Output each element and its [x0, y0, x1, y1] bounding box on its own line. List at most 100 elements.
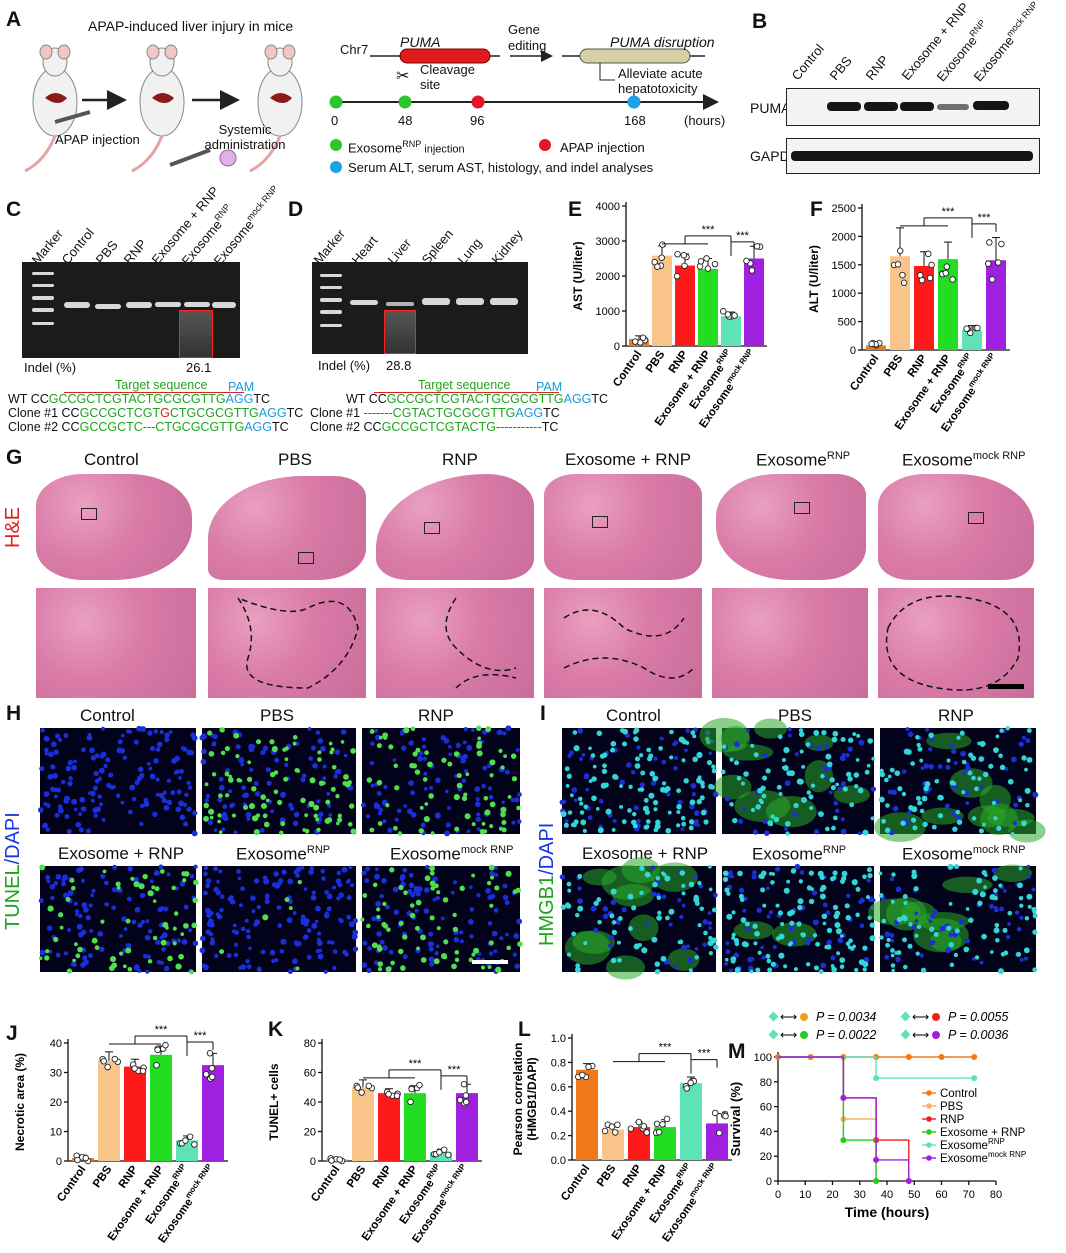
positive-nucleus: [830, 785, 836, 791]
dapi-nucleus: [945, 947, 952, 954]
dapi-nucleus: [598, 798, 604, 804]
dapi-nucleus: [46, 879, 51, 884]
positive-nucleus: [172, 926, 177, 931]
positive-nucleus: [453, 794, 460, 801]
positive-nucleus: [1024, 767, 1028, 772]
positive-nucleus: [694, 901, 700, 906]
dapi-nucleus: [63, 951, 69, 956]
dapi-nucleus: [469, 885, 473, 890]
positive-nucleus: [284, 897, 290, 903]
marker-band: [32, 322, 54, 325]
marker-band: [320, 274, 342, 277]
puma-gene-label: PUMA: [400, 34, 441, 50]
positive-nucleus: [733, 937, 740, 944]
dapi-nucleus: [517, 792, 522, 797]
positive-nucleus: [910, 761, 915, 766]
dapi-nucleus: [489, 893, 496, 899]
positive-nucleus: [999, 764, 1006, 771]
dapi-nucleus: [274, 958, 279, 963]
positive-nucleus: [998, 753, 1003, 759]
syringe-icon: [54, 110, 237, 167]
dapi-nucleus: [203, 890, 208, 896]
positive-nucleus: [175, 963, 182, 970]
dapi-nucleus: [71, 798, 78, 805]
bar: [744, 258, 764, 346]
data-point: [986, 239, 993, 246]
data-point: [365, 1082, 373, 1090]
panel-label-m: M: [728, 1040, 746, 1063]
data-point: [456, 1096, 464, 1104]
dapi-nucleus: [89, 747, 95, 754]
dapi-nucleus: [376, 790, 382, 796]
positive-nucleus: [488, 864, 495, 871]
positive-nucleus: [946, 758, 951, 763]
dapi-nucleus: [173, 770, 179, 775]
positive-nucleus: [948, 901, 953, 906]
positive-nucleus: [65, 896, 71, 902]
dapi-nucleus: [253, 878, 260, 884]
positive-nucleus: [923, 785, 929, 792]
dapi-nucleus: [920, 766, 925, 771]
scale-bar: [472, 960, 508, 964]
positive-nucleus: [831, 966, 837, 973]
h-label-control: Control: [80, 706, 135, 725]
dapi-nucleus: [953, 761, 958, 765]
dapi-nucleus: [101, 817, 106, 822]
data-point: [462, 1092, 470, 1099]
positive-nucleus: [963, 946, 970, 953]
dapi-nucleus: [362, 940, 368, 946]
c-seq-clone1: Clone #1 CCGCCGCTCGTGCTGCGCGTTGAGGTC: [8, 406, 304, 420]
positive-nucleus: [777, 910, 783, 916]
positive-nucleus: [652, 775, 658, 782]
positive-nucleus: [993, 747, 999, 753]
positive-nucleus: [147, 959, 153, 964]
dapi-nucleus: [219, 894, 225, 899]
positive-nucleus: [697, 923, 702, 928]
dapi-nucleus: [334, 769, 340, 775]
positive-nucleus: [760, 887, 766, 893]
wb-band-rnp: [864, 102, 898, 111]
data-point: [949, 276, 956, 283]
dapi-nucleus: [57, 804, 63, 810]
positive-nucleus: [335, 821, 340, 826]
positive-nucleus: [825, 753, 832, 760]
positive-nucleus: [656, 895, 662, 900]
dapi-nucleus: [672, 964, 678, 970]
dapi-nucleus: [511, 820, 516, 825]
panel-label-f: F: [810, 198, 823, 221]
dapi-nucleus: [1019, 958, 1024, 962]
dapi-nucleus: [212, 733, 218, 740]
dapi-nucleus: [925, 727, 929, 732]
positive-nucleus: [414, 769, 421, 775]
data-point: [408, 1085, 415, 1093]
dapi-nucleus: [86, 734, 93, 741]
mouse-icon-2: [131, 44, 185, 173]
legend-marker: [926, 1142, 932, 1148]
dapi-nucleus: [516, 918, 523, 925]
dapi-nucleus: [476, 827, 481, 832]
positive-nucleus: [676, 788, 681, 794]
positive-nucleus: [566, 881, 572, 887]
positive-nucleus: [471, 873, 476, 878]
positive-nucleus: [829, 777, 835, 783]
dapi-nucleus: [475, 797, 480, 802]
dapi-nucleus: [236, 869, 241, 874]
mouse-icon-1: [24, 44, 78, 173]
positive-nucleus: [862, 945, 868, 951]
dapi-nucleus: [189, 874, 195, 879]
positive-nucleus: [369, 729, 375, 734]
p-marker-a: [900, 1011, 911, 1022]
positive-nucleus: [348, 803, 355, 809]
dapi-nucleus: [377, 811, 382, 816]
dapi-nucleus: [837, 786, 843, 791]
positive-nucleus: [921, 795, 928, 802]
positive-nucleus: [920, 967, 927, 973]
dapi-nucleus: [469, 934, 474, 939]
positive-nucleus: [610, 957, 617, 964]
dapi-nucleus: [952, 932, 958, 938]
positive-nucleus: [1026, 728, 1032, 733]
dapi-nucleus: [724, 796, 731, 802]
positive-nucleus: [633, 736, 639, 742]
legend-sup: mock RNP: [988, 1150, 1026, 1159]
